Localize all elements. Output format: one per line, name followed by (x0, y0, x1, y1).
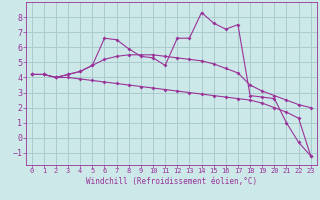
X-axis label: Windchill (Refroidissement éolien,°C): Windchill (Refroidissement éolien,°C) (86, 177, 257, 186)
